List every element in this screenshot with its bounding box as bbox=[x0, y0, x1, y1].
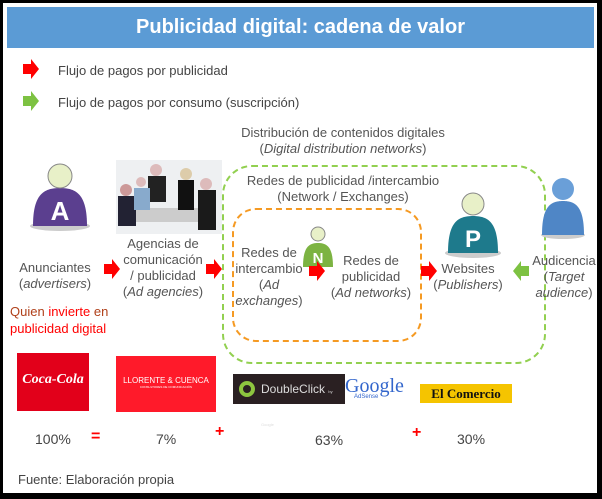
plus-sign: + bbox=[215, 423, 225, 440]
red-arrow-icon bbox=[309, 261, 325, 281]
distribution-label: Distribución de contenidos digitales (Dig… bbox=[241, 125, 445, 156]
audience-label: Audicencia (Target audience) bbox=[532, 253, 596, 300]
plus-sign: + bbox=[412, 424, 422, 441]
red-arrow-icon bbox=[104, 259, 120, 279]
advertisers-label: Anunciantes (advertisers) bbox=[18, 260, 92, 291]
red-arrow-icon bbox=[421, 261, 437, 281]
svg-text:N: N bbox=[313, 250, 324, 267]
source-note: Fuente: Elaboración propia bbox=[18, 472, 175, 487]
svg-text:P: P bbox=[465, 226, 481, 253]
agencies-label: Agencias de comunicación / publicidad (Ad a… bbox=[122, 236, 204, 299]
network-person-icon: N bbox=[303, 226, 333, 267]
google-adsense-logo: Google AdSense bbox=[345, 375, 404, 400]
ad-exchanges-label: Redes de intercambio (Ad exchanges) bbox=[235, 245, 303, 308]
diagram-frame: Publicidad digital: cadena de valor Fluj… bbox=[3, 3, 597, 493]
equals-sign: = bbox=[91, 428, 101, 445]
ad-networks-label: Redes de publicidad (Ad networks) bbox=[330, 253, 412, 300]
red-arrow-icon bbox=[23, 59, 39, 79]
total-share: 100% bbox=[35, 431, 71, 447]
networks-label: Redes de publicidad /intercambio (Network… bbox=[246, 173, 440, 204]
investor-note: Quien invierte en publicidad digital bbox=[10, 304, 109, 336]
publishers-share: 30% bbox=[457, 431, 486, 447]
agency-meeting-photo bbox=[116, 160, 222, 234]
coca-cola-logo: Coca-Cola bbox=[17, 353, 89, 411]
page-title: Publicidad digital: cadena de valor bbox=[7, 7, 594, 48]
llorente-cuenca-logo: LLORENTE & CUENCA CONSULTORES DE COMUNICA… bbox=[116, 356, 216, 412]
audience-person-icon bbox=[541, 178, 585, 239]
legend-ad-payments: Flujo de pagos por publicidad bbox=[58, 63, 228, 78]
websites-label: Websites (Publishers) bbox=[433, 261, 503, 292]
svg-text:A: A bbox=[51, 196, 70, 226]
agencies-share: 7% bbox=[156, 431, 177, 447]
legend-subscription-payments: Flujo de pagos por consumo (suscripción) bbox=[58, 95, 300, 110]
doubleclick-logo: DoubleClick by Google bbox=[233, 374, 345, 427]
green-arrow-icon bbox=[23, 91, 39, 111]
distribution-box bbox=[222, 165, 546, 364]
networks-share: 63% bbox=[315, 432, 344, 448]
publisher-person-icon: P bbox=[445, 192, 501, 258]
advertiser-person-icon: A bbox=[30, 163, 90, 231]
el-comercio-logo: El Comercio bbox=[420, 384, 512, 403]
green-arrow-left-icon bbox=[513, 261, 529, 281]
red-arrow-icon bbox=[206, 259, 222, 279]
